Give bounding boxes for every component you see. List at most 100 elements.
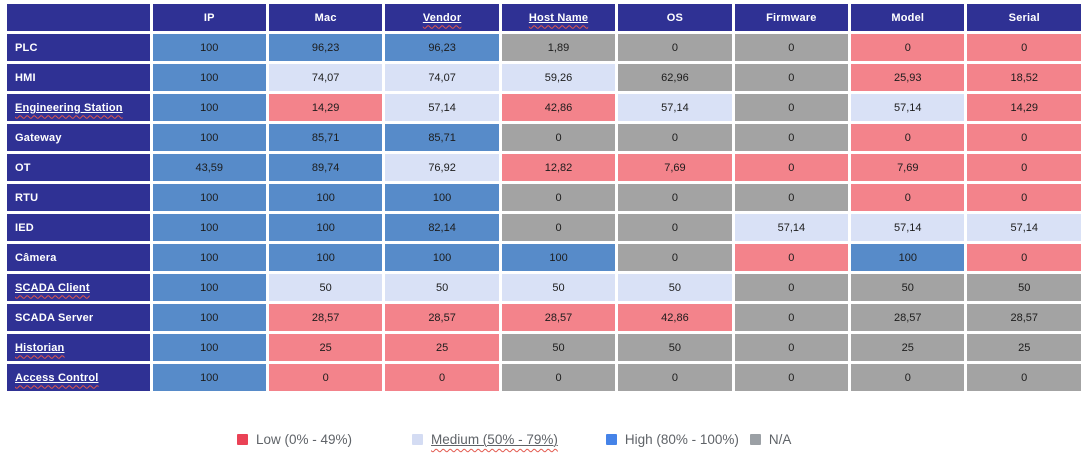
column-header-host-name: Host Name [501,4,616,31]
heatmap-cell: 0 [851,364,965,391]
heatmap-cell: 50 [501,334,616,361]
spellcheck-underline: Engineering Station [15,102,123,114]
heatmap-cell: 85,71 [385,124,499,151]
heatmap-cell: 82,14 [385,214,499,241]
heatmap-cell: 100 [268,184,383,211]
spellcheck-underline: Vendor [423,12,462,24]
table-row-scada-client: SCADA Client 100 50 50 50 50 0 50 50 [7,274,1081,301]
heatmap-cell: 50 [385,274,499,301]
heatmap-cell: 14,29 [268,94,383,121]
heatmap-cell: 74,07 [268,64,383,91]
heatmap-cell: 0 [967,184,1081,211]
column-header-ip: IP [152,4,266,31]
heatmap-cell: 100 [851,244,965,271]
heatmap-cell: 0 [967,34,1081,61]
heatmap-cell: 100 [152,274,266,301]
heatmap-cell: 100 [152,94,266,121]
heatmap-cell: 0 [851,34,965,61]
row-label-ied: IED [7,214,150,241]
legend-label: N/A [768,432,792,447]
heatmap-cell: 57,14 [385,94,499,121]
spellcheck-underline: SCADA Client [15,282,90,294]
heatmap-cell: 74,07 [385,64,499,91]
column-header-firmware: Firmware [734,4,849,31]
heatmap-cell: 0 [501,184,616,211]
high-swatch-icon [605,434,617,445]
heatmap-cell: 0 [734,304,849,331]
table-row-gateway: Gateway 100 85,71 85,71 0 0 0 0 0 [7,124,1081,151]
heatmap-cell: 0 [967,364,1081,391]
corner-cell [7,4,150,31]
header-row: IP Mac Vendor Host Name OS Firmware Model Seria… [7,4,1081,31]
table-row-access-control: Access Control 100 0 0 0 0 0 0 0 [7,364,1081,391]
heatmap-cell: 0 [268,364,383,391]
label-text: Vendor [422,11,462,24]
heatmap-cell: 0 [618,34,732,61]
heatmap-cell: 0 [734,154,849,181]
column-header-model: Model [851,4,965,31]
heatmap-cell: 25,93 [851,64,965,91]
label-text: Engineering Station [15,101,123,114]
legend-item-low: Low (0% - 49%) [237,432,352,447]
table-row-historian: Historian 100 25 25 50 50 0 25 25 [7,334,1081,361]
legend-item-high: High (80% - 100%) [605,432,739,447]
row-label-engineering-station: Engineering Station [7,94,150,121]
heatmap-cell: 0 [618,244,732,271]
row-label-c-mera: Câmera [7,244,150,271]
heatmap-cell: 57,14 [851,94,965,121]
heatmap-cell: 89,74 [268,154,383,181]
row-label-scada-client: SCADA Client [7,274,150,301]
heatmap-cell: 0 [618,214,732,241]
heatmap-cell: 28,57 [268,304,383,331]
legend-label: High (80% - 100%) [624,432,739,447]
heatmap-cell: 42,86 [501,94,616,121]
heatmap-cell: 57,14 [734,214,849,241]
heatmap-cell: 28,57 [851,304,965,331]
heatmap-cell: 100 [152,244,266,271]
heatmap-cell: 100 [268,244,383,271]
heatmap-cell: 50 [618,334,732,361]
row-label-ot: OT [7,154,150,181]
heatmap-cell: 14,29 [967,94,1081,121]
label-text: SCADA Client [15,281,90,294]
heatmap-cell: 62,96 [618,64,732,91]
heatmap-cell: 96,23 [385,34,499,61]
heatmap-cell: 0 [851,124,965,151]
heatmap-cell: 100 [152,34,266,61]
heatmap-cell: 0 [501,214,616,241]
heatmap-cell: 0 [734,124,849,151]
heatmap-cell: 0 [618,364,732,391]
heatmap-cell: 0 [734,244,849,271]
row-label-scada-server: SCADA Server [7,304,150,331]
heatmap-cell: 0 [734,334,849,361]
heatmap-cell: 100 [385,244,499,271]
heatmap-cell: 0 [734,34,849,61]
heatmap-cell: 42,86 [618,304,732,331]
heatmap-cell: 57,14 [967,214,1081,241]
table-row-ied: IED 100 100 82,14 0 0 57,14 57,14 57,14 [7,214,1081,241]
column-header-vendor: Vendor [385,4,499,31]
heatmap-cell: 100 [152,64,266,91]
na-swatch-icon [749,434,761,445]
column-header-os: OS [618,4,732,31]
heatmap-cell: 25 [268,334,383,361]
table-header: IP Mac Vendor Host Name OS Firmware Model Seria… [7,4,1081,31]
heatmap-cell: 57,14 [851,214,965,241]
heatmap-cell: 0 [618,184,732,211]
legend-label: Medium (50% - 79%) [431,432,558,447]
heatmap-cell: 28,57 [501,304,616,331]
heatmap-cell: 100 [268,214,383,241]
spellcheck-underline: Historian [15,342,64,354]
heatmap-cell: 100 [152,214,266,241]
heatmap-cell: 0 [734,364,849,391]
spellcheck-underline: Medium (50% - 79%) [431,432,558,447]
row-label-gateway: Gateway [7,124,150,151]
heatmap-cell: 1,89 [501,34,616,61]
row-label-hmi: HMI [7,64,150,91]
heatmap-cell: 43,59 [152,154,266,181]
heatmap-cell: 0 [501,364,616,391]
table-row-c-mera: Câmera 100 100 100 100 0 0 100 0 [7,244,1081,271]
heatmap-cell: 18,52 [967,64,1081,91]
column-header-serial: Serial [967,4,1081,31]
heatmap-cell: 50 [618,274,732,301]
